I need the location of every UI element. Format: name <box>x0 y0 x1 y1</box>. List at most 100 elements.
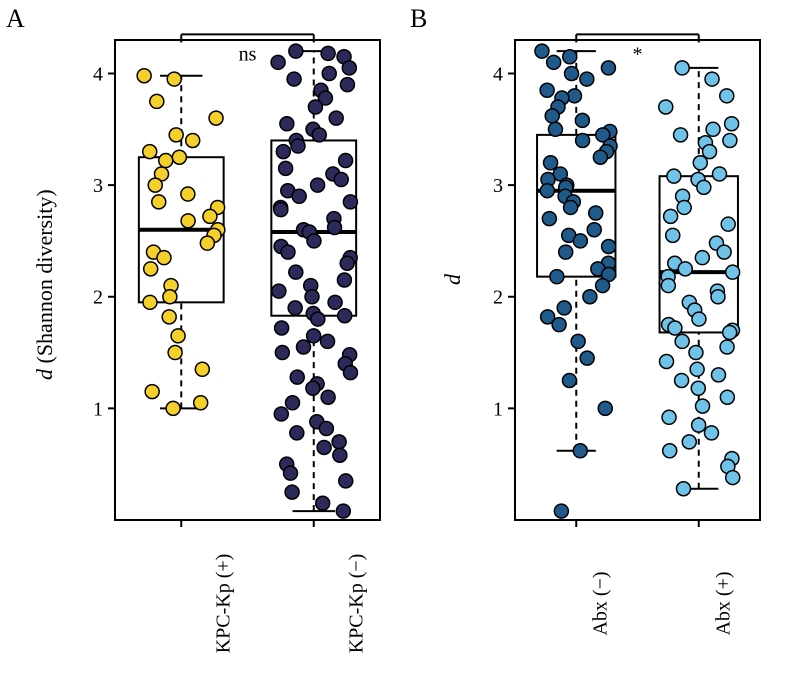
ytick-label: 4 <box>93 63 103 85</box>
data-point <box>668 321 682 335</box>
data-point <box>163 290 177 304</box>
data-point <box>333 448 347 462</box>
data-point <box>167 72 181 86</box>
data-point <box>328 295 342 309</box>
data-point <box>601 61 615 75</box>
data-point <box>717 245 731 259</box>
data-point <box>168 346 182 360</box>
data-point <box>589 206 603 220</box>
data-point <box>663 444 677 458</box>
data-point <box>157 251 171 265</box>
data-point <box>720 340 734 354</box>
data-point <box>580 351 594 365</box>
data-point <box>564 200 578 214</box>
data-point <box>343 195 357 209</box>
data-point <box>542 212 556 226</box>
data-point <box>271 55 285 69</box>
data-point <box>725 117 739 131</box>
data-point <box>311 312 325 326</box>
data-point <box>565 66 579 80</box>
data-point <box>340 256 354 270</box>
data-point <box>675 373 689 387</box>
panel-a-ylabel: d (Shannon diversity) <box>32 189 58 380</box>
data-point <box>281 245 295 259</box>
data-point <box>550 270 564 284</box>
data-point <box>705 72 719 86</box>
data-point <box>342 61 356 75</box>
data-point <box>662 410 676 424</box>
data-point <box>328 221 342 235</box>
data-point <box>547 55 561 69</box>
data-point <box>704 426 718 440</box>
data-point <box>338 309 352 323</box>
sig-label: * <box>633 43 643 65</box>
data-point <box>723 325 737 339</box>
data-point <box>143 145 157 159</box>
data-point <box>690 362 704 376</box>
data-point <box>145 385 159 399</box>
data-point <box>675 61 689 75</box>
data-point <box>693 156 707 170</box>
data-point <box>289 44 303 58</box>
data-point <box>285 485 299 499</box>
data-point <box>305 290 319 304</box>
data-point <box>675 334 689 348</box>
data-point <box>169 128 183 142</box>
data-point <box>692 418 706 432</box>
data-point <box>720 89 734 103</box>
data-point <box>583 290 597 304</box>
data-point <box>552 318 566 332</box>
data-point <box>712 167 726 181</box>
panel-b-label: B <box>410 4 427 34</box>
data-point <box>290 426 304 440</box>
data-point <box>290 370 304 384</box>
panel-b-xlabel-0: Abx (−) <box>590 571 613 635</box>
data-point <box>563 50 577 64</box>
data-point <box>321 46 335 60</box>
data-point <box>587 223 601 237</box>
data-point <box>598 401 612 415</box>
data-point <box>319 421 333 435</box>
data-point <box>339 474 353 488</box>
data-point <box>674 128 688 142</box>
data-point <box>548 122 562 136</box>
data-point <box>554 504 568 518</box>
ytick-label: 1 <box>493 398 503 420</box>
data-point <box>317 440 331 454</box>
data-point <box>677 200 691 214</box>
data-point <box>659 100 673 114</box>
ytick-label: 2 <box>93 287 103 309</box>
data-point <box>696 399 710 413</box>
data-point <box>288 301 302 315</box>
data-point <box>343 366 357 380</box>
data-point <box>596 279 610 293</box>
data-point <box>280 117 294 131</box>
data-point <box>706 122 720 136</box>
data-point <box>181 187 195 201</box>
data-point <box>593 150 607 164</box>
data-point <box>340 78 354 92</box>
data-point <box>540 83 554 97</box>
data-point <box>559 245 573 259</box>
data-point <box>274 407 288 421</box>
data-point <box>186 133 200 147</box>
data-point <box>682 435 696 449</box>
data-point <box>666 228 680 242</box>
data-point <box>150 94 164 108</box>
sig-label: ns <box>239 43 257 65</box>
data-point <box>195 362 209 376</box>
data-point <box>272 284 286 298</box>
data-point <box>573 444 587 458</box>
data-point <box>316 496 330 510</box>
data-point <box>306 381 320 395</box>
data-point <box>332 435 346 449</box>
data-point <box>575 113 589 127</box>
panel-b-xlabel-1: Abx (+) <box>712 571 735 635</box>
data-point <box>545 109 559 123</box>
data-point <box>307 329 321 343</box>
data-point <box>159 154 173 168</box>
data-point <box>279 161 293 175</box>
panel-a-xlabel-0: KPC-Kp (+) <box>213 554 236 654</box>
data-point <box>723 133 737 147</box>
data-point <box>321 390 335 404</box>
